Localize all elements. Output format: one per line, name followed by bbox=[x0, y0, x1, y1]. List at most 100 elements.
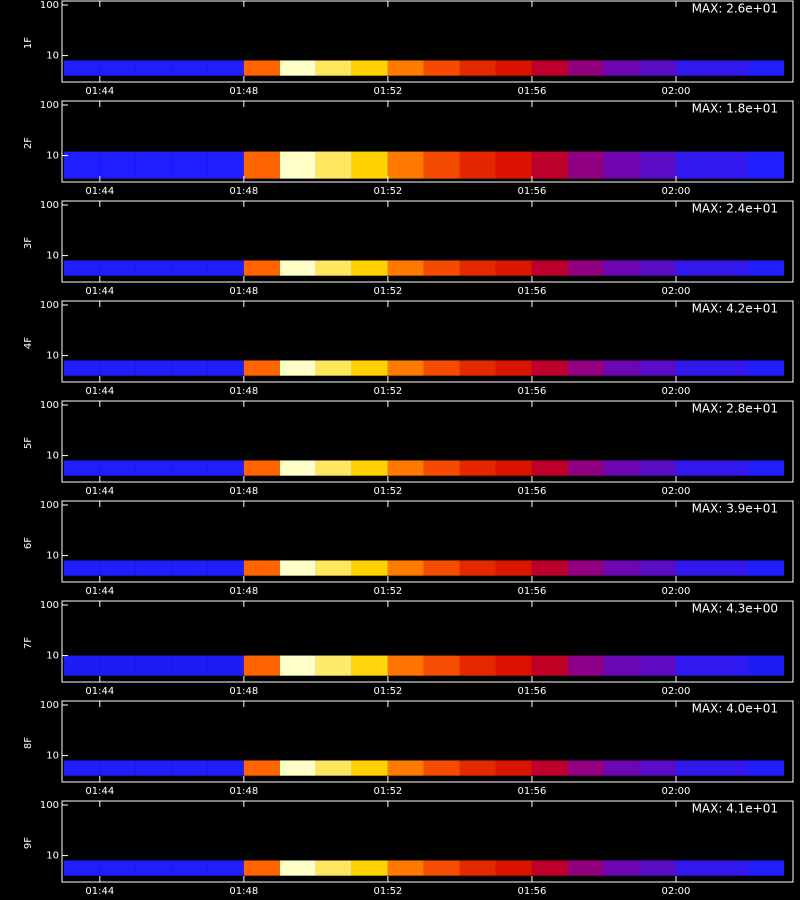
y-tick-label: 10 bbox=[46, 451, 59, 462]
heatmap-cell bbox=[531, 760, 568, 776]
heatmap-cell bbox=[639, 560, 676, 576]
heatmap-cell bbox=[207, 60, 244, 76]
y-axis-label: 8F bbox=[23, 737, 34, 749]
heatmap-cell bbox=[639, 260, 676, 276]
heatmap-cell bbox=[531, 151, 568, 179]
x-tick-label: 01:52 bbox=[373, 786, 402, 797]
heatmap-cell bbox=[63, 151, 100, 179]
y-tick-label: 10 bbox=[46, 51, 59, 62]
x-tick-label: 01:56 bbox=[518, 486, 547, 497]
heatmap-cell bbox=[387, 60, 424, 76]
x-tick-label: 02:00 bbox=[662, 86, 691, 97]
heatmap-cell bbox=[279, 860, 316, 876]
heatmap-cell bbox=[747, 760, 784, 776]
heatmap-cell bbox=[207, 560, 244, 576]
heatmap-cell bbox=[315, 60, 352, 76]
heatmap-cell bbox=[171, 360, 208, 376]
x-tick-label: 01:52 bbox=[373, 386, 402, 397]
x-tick-label: 01:52 bbox=[373, 286, 402, 297]
heatmap-cell bbox=[459, 151, 496, 179]
heatmap-cell bbox=[387, 760, 424, 776]
y-tick-label: 100 bbox=[40, 600, 59, 611]
heatmap-cell bbox=[639, 760, 676, 776]
max-annotation: MAX: 4.2e+01 bbox=[692, 302, 778, 316]
heatmap-cell bbox=[567, 360, 604, 376]
heatmap-cell bbox=[603, 760, 640, 776]
heatmap-cell bbox=[315, 260, 352, 276]
heatmap-cell bbox=[567, 560, 604, 576]
heatmap-cell bbox=[135, 360, 172, 376]
heatmap-cell bbox=[711, 260, 748, 276]
x-tick-label: 02:00 bbox=[662, 786, 691, 797]
heatmap-cell bbox=[459, 655, 496, 676]
axes-frame bbox=[61, 300, 794, 383]
x-tick-label: 01:52 bbox=[373, 586, 402, 597]
heatmap-cell bbox=[135, 260, 172, 276]
heatmap-cell bbox=[423, 60, 460, 76]
y-tick-label: 10 bbox=[46, 151, 59, 162]
y-axis-label: 4F bbox=[23, 337, 34, 349]
heatmap-cell bbox=[351, 151, 388, 179]
heatmap-cell bbox=[279, 60, 316, 76]
x-tick-label: 01:56 bbox=[518, 886, 547, 897]
heatmap-cell bbox=[639, 655, 676, 676]
y-tick-label: 10 bbox=[46, 251, 59, 262]
x-tick-label: 01:52 bbox=[373, 86, 402, 97]
y-axis-label: 3F bbox=[23, 237, 34, 249]
heatmap-cell bbox=[675, 760, 712, 776]
x-tick-label: 01:48 bbox=[229, 186, 258, 197]
heatmap-cell bbox=[711, 460, 748, 476]
heatmap-cell bbox=[567, 260, 604, 276]
heatmap-cell bbox=[639, 460, 676, 476]
heatmap-cell bbox=[495, 655, 532, 676]
axes-frame bbox=[61, 500, 794, 583]
heatmap-cell bbox=[531, 460, 568, 476]
axes-frame bbox=[61, 600, 794, 683]
x-tick-label: 01:52 bbox=[373, 486, 402, 497]
heatmap-cell bbox=[603, 260, 640, 276]
heatmap-cell bbox=[351, 860, 388, 876]
heatmap-cell bbox=[99, 460, 136, 476]
heatmap-cell bbox=[675, 60, 712, 76]
heatmap-cell bbox=[135, 655, 172, 676]
heatmap-cell bbox=[603, 560, 640, 576]
heatmap-cell bbox=[99, 60, 136, 76]
x-tick-label: 01:48 bbox=[229, 786, 258, 797]
x-tick-label: 01:56 bbox=[518, 286, 547, 297]
heatmap-cell bbox=[387, 560, 424, 576]
heatmap-cell bbox=[423, 151, 460, 179]
y-tick-label: 10 bbox=[46, 351, 59, 362]
y-tick-label: 100 bbox=[40, 800, 59, 811]
max-annotation: MAX: 2.4e+01 bbox=[692, 202, 778, 216]
axes-frame bbox=[61, 400, 794, 483]
heatmap-cell bbox=[99, 260, 136, 276]
heatmap-cell bbox=[63, 60, 100, 76]
heatmap-cell bbox=[711, 655, 748, 676]
y-tick-label: 100 bbox=[40, 200, 59, 211]
heatmap-cell bbox=[387, 860, 424, 876]
heatmap-cell bbox=[603, 860, 640, 876]
heatmap-cell bbox=[711, 151, 748, 179]
heatmap-cell bbox=[387, 655, 424, 676]
heatmap-cell bbox=[207, 760, 244, 776]
y-tick-label: 100 bbox=[40, 300, 59, 311]
heatmap-cell bbox=[63, 860, 100, 876]
heatmap-cell bbox=[567, 460, 604, 476]
heatmap-cell bbox=[675, 860, 712, 876]
x-tick-label: 01:48 bbox=[229, 386, 258, 397]
heatmap-cell bbox=[171, 60, 208, 76]
heatmap-cell bbox=[243, 655, 280, 676]
heatmap-cell bbox=[243, 560, 280, 576]
heatmap-cell bbox=[603, 151, 640, 179]
y-tick-label: 100 bbox=[40, 700, 59, 711]
heatmap-cell bbox=[99, 151, 136, 179]
heatmap-cell bbox=[243, 151, 280, 179]
x-tick-label: 01:44 bbox=[85, 586, 114, 597]
y-axis-label: 5F bbox=[23, 437, 34, 449]
x-tick-label: 02:00 bbox=[662, 886, 691, 897]
y-axis-label: 9F bbox=[23, 837, 34, 849]
heatmap-cell bbox=[567, 860, 604, 876]
heatmap-cell bbox=[207, 460, 244, 476]
heatmap-cell bbox=[207, 860, 244, 876]
